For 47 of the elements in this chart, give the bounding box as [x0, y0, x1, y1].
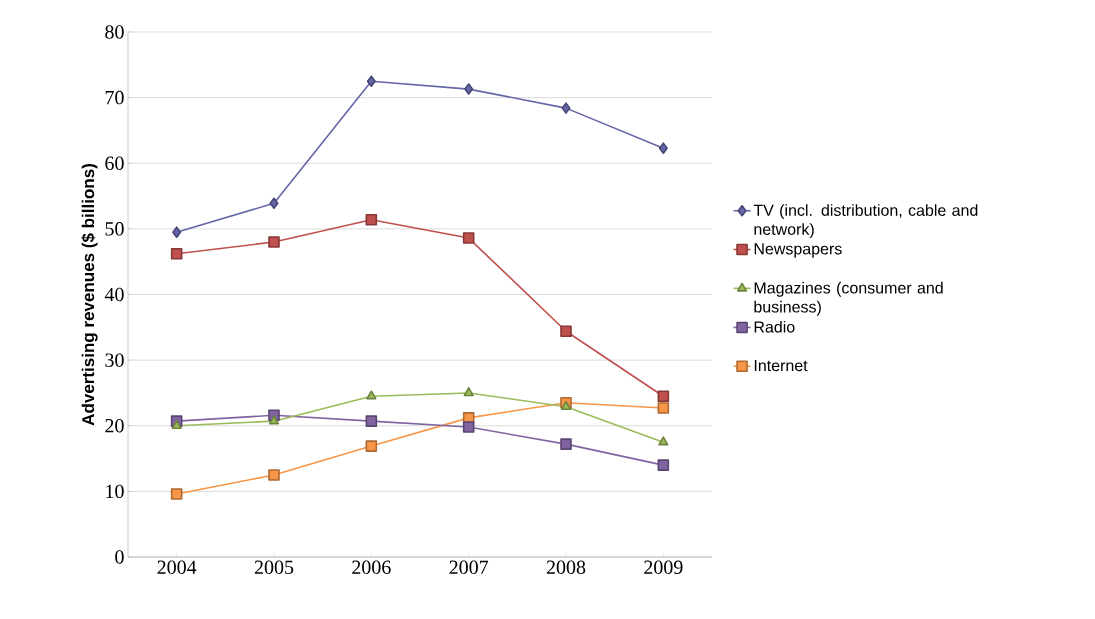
y-tick-label: 0: [115, 550, 124, 564]
point: [366, 75, 376, 88]
legend-label: Magazines (consumer and business): [754, 281, 943, 316]
point: [658, 436, 669, 446]
point: [268, 469, 280, 481]
point: [462, 232, 475, 244]
point: [561, 102, 571, 114]
x-tick-label: 2004: [157, 560, 197, 575]
point: [171, 419, 182, 430]
x-tick-label: 2006: [352, 560, 391, 575]
y-tick-label: 30: [105, 353, 124, 367]
y-tick-label: 50: [105, 222, 124, 236]
legend-label: Radio: [754, 320, 795, 333]
x-tick-label: 2007: [449, 560, 489, 575]
point: [268, 236, 280, 248]
legend-label: Newspapers: [754, 243, 842, 258]
y-tick-label: 70: [105, 90, 124, 105]
y-tick-label: 20: [105, 419, 124, 433]
x-tick-label: 2009: [644, 560, 683, 575]
point: [365, 440, 378, 452]
point: [658, 142, 668, 154]
point: [269, 197, 279, 210]
point: [463, 387, 474, 397]
point: [365, 415, 378, 427]
y-tick-label: 60: [105, 156, 124, 170]
y-tick-label: 10: [106, 484, 124, 499]
point: [170, 488, 183, 500]
point: [657, 402, 670, 414]
point: [464, 83, 474, 95]
point: [172, 226, 182, 238]
x-tick-label: 2008: [546, 560, 586, 575]
point: [365, 213, 378, 226]
legend-label: Internet: [754, 359, 808, 372]
point: [268, 415, 280, 425]
point: [657, 390, 670, 403]
point: [366, 390, 377, 400]
y-tick-label: 40: [104, 287, 124, 302]
point: [560, 438, 572, 450]
legend-label: TV (incl. distribution, cable and network): [753, 204, 978, 239]
point: [462, 421, 475, 433]
point: [560, 400, 572, 411]
point: [657, 459, 670, 471]
point: [170, 248, 183, 260]
y-tick-label: 80: [105, 25, 124, 39]
point: [560, 325, 572, 338]
x-tick-label: 2005: [254, 560, 294, 575]
y-axis-title: Advertising revenues ($ billions): [81, 164, 98, 426]
